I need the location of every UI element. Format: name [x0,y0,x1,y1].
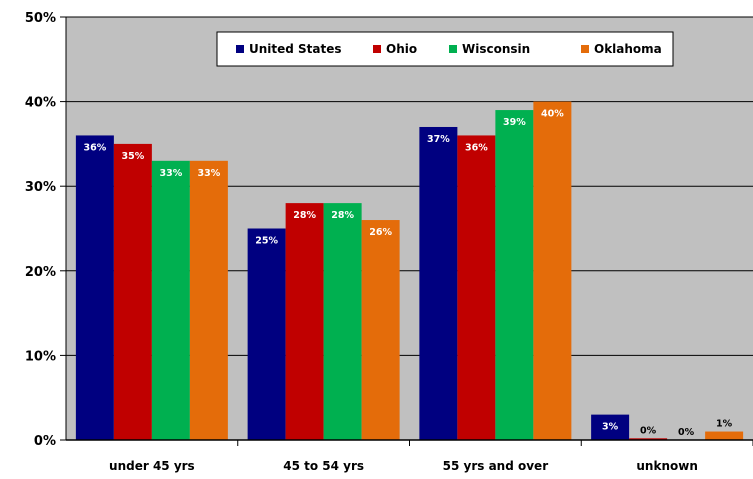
x-tick-label: unknown [636,459,697,473]
bar [361,220,400,440]
y-tick-label: 50% [25,11,56,26]
data-label: 0% [678,427,695,438]
y-tick-label: 40% [25,96,56,111]
data-label: 33% [198,168,221,179]
data-label: 35% [122,151,145,162]
y-tick-label: 10% [25,349,56,364]
legend-swatch [449,45,457,53]
bar [247,228,286,440]
data-label: 39% [503,117,526,128]
y-tick-label: 30% [25,180,56,195]
x-tick-label: 55 yrs and over [443,459,549,473]
legend-label: United States [249,42,342,56]
bar [591,414,630,440]
x-tick-label: under 45 yrs [109,459,195,473]
bar [113,143,152,440]
data-label: 25% [255,236,278,247]
data-label: 28% [331,210,354,221]
bar [75,135,114,440]
data-label: 33% [160,168,183,179]
data-label: 1% [716,419,733,430]
data-label: 40% [541,109,564,120]
data-label: 36% [465,142,488,153]
legend-swatch [236,45,244,53]
x-tick-label: 45 to 54 yrs [283,459,364,473]
legend-swatch [373,45,381,53]
data-label: 3% [602,422,619,433]
data-label: 26% [369,227,392,238]
legend-swatch [581,45,589,53]
bar [629,438,668,440]
bar [495,110,534,440]
legend-label: Ohio [386,42,417,56]
data-label: 28% [293,210,316,221]
bar [533,101,572,440]
bar [151,160,190,440]
legend-label: Oklahoma [594,42,662,56]
y-tick-label: 0% [34,434,56,449]
legend-label: Wisconsin [462,42,530,56]
data-label: 36% [84,142,107,153]
bar [705,431,744,440]
data-label: 37% [427,134,450,145]
legend [216,31,674,67]
bar [323,203,362,440]
bar [285,203,324,440]
bar [419,126,458,440]
bar [457,135,496,440]
y-tick-label: 20% [25,265,56,280]
data-label: 0% [640,425,657,436]
bar [189,160,228,440]
